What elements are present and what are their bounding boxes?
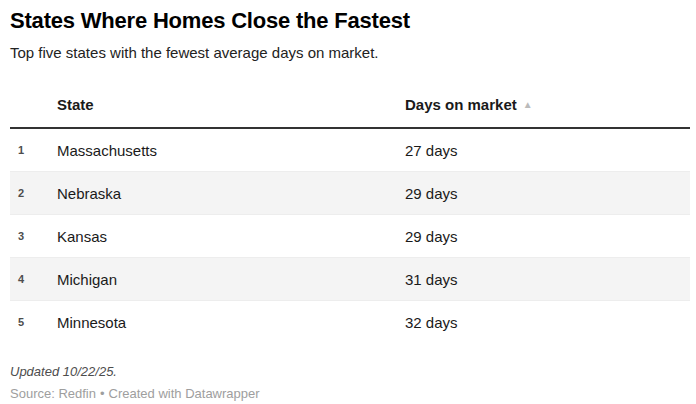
row-days: 31 days (405, 271, 690, 288)
row-rank: 4 (10, 273, 57, 285)
table-row: 5 Minnesota 32 days (10, 301, 690, 343)
row-rank: 5 (10, 316, 57, 328)
page-title: States Where Homes Close the Fastest (10, 8, 690, 34)
source-separator: • (100, 386, 105, 401)
row-days: 29 days (405, 228, 690, 245)
row-days: 27 days (405, 142, 690, 159)
source-line: Source: Redfin • Created with Datawrapper (10, 386, 690, 402)
table-row: 2 Nebraska 29 days (10, 171, 690, 215)
row-rank: 2 (10, 187, 57, 199)
sort-ascending-icon: ▲ (523, 100, 533, 110)
source-text: Source: Redfin (10, 386, 96, 401)
column-header-days-label: Days on market (405, 96, 517, 113)
table-footer: Updated 10/22/25. Source: Redfin • Created… (10, 364, 690, 402)
data-table: State Days on market ▲ 1 Massachusetts 2… (10, 96, 690, 343)
row-days: 32 days (405, 314, 690, 331)
datawrapper-attribution-link[interactable]: Created with Datawrapper (109, 386, 260, 401)
row-state: Massachusetts (57, 142, 405, 159)
column-header-days[interactable]: Days on market ▲ (405, 96, 690, 113)
column-header-state[interactable]: State (57, 96, 405, 113)
updated-note: Updated 10/22/25. (10, 364, 690, 380)
row-state: Nebraska (57, 185, 405, 202)
table-row: 4 Michigan 31 days (10, 257, 690, 301)
row-rank: 1 (10, 144, 57, 156)
datawrapper-table-card: States Where Homes Close the Fastest Top… (0, 0, 696, 404)
table-header-row: State Days on market ▲ (10, 96, 690, 129)
row-state: Kansas (57, 228, 405, 245)
row-state: Minnesota (57, 314, 405, 331)
table-row: 1 Massachusetts 27 days (10, 129, 690, 171)
row-days: 29 days (405, 185, 690, 202)
row-rank: 3 (10, 230, 57, 242)
row-state: Michigan (57, 271, 405, 288)
page-subtitle: Top five states with the fewest average … (10, 44, 690, 62)
table-row: 3 Kansas 29 days (10, 215, 690, 257)
